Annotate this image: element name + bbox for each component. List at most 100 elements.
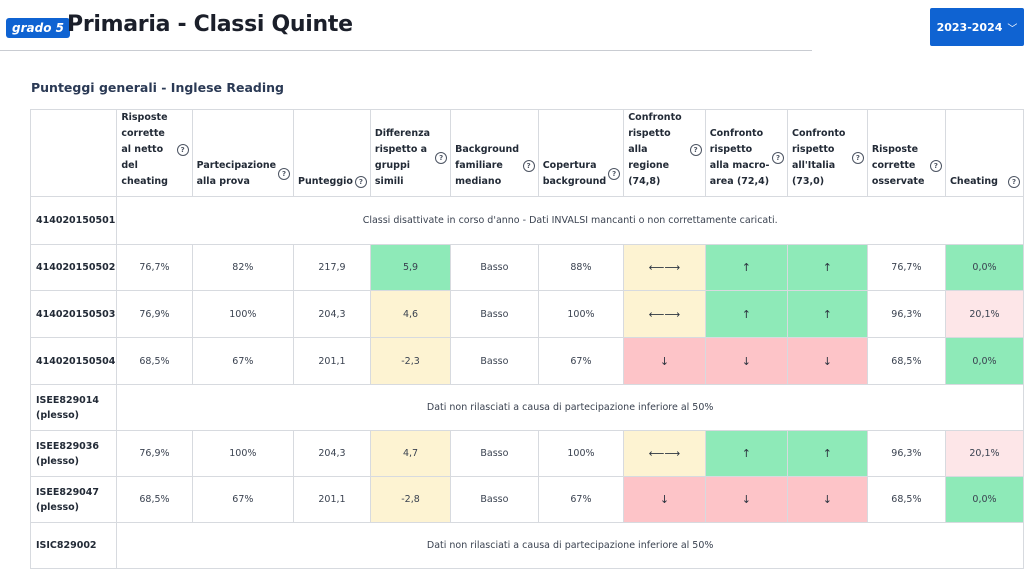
up-arrow-icon: ↑ [704, 290, 788, 338]
table-row: 414020150503 76,9% 100% 204,3 4,6 Basso … [29, 290, 1024, 338]
up-arrow-icon: ↑ [786, 290, 868, 338]
table-row: 414020150501 Classi disattivate in corso… [29, 196, 1024, 245]
row-code: ISEE829014 (plesso) [29, 384, 118, 431]
help-icon[interactable]: ? [1008, 176, 1020, 188]
table-cell: 76,7% [116, 244, 193, 291]
up-arrow-icon: ↑ [786, 244, 868, 291]
table-cell: 4,7 [369, 430, 452, 477]
table-cell: Basso [450, 244, 539, 291]
table-cell: Basso [450, 430, 539, 477]
left-right-arrow-icon: ⟵⟶ [623, 430, 706, 477]
help-icon[interactable]: ? [929, 160, 942, 172]
help-icon[interactable]: ? [771, 152, 784, 164]
table-header-row: Risposte corrette al netto del cheating?… [29, 109, 1024, 197]
up-arrow-icon: ↑ [704, 430, 788, 477]
table-cell: 100% [191, 290, 295, 338]
up-arrow-icon: ↑ [704, 244, 788, 291]
row-message: Classi disattivate in corso d'anno - Dat… [116, 196, 1024, 245]
table-row: ISEE829036 (plesso) 76,9% 100% 204,3 4,7 … [29, 430, 1024, 477]
table-cell: 67% [537, 476, 625, 523]
table-cell: 68,5% [866, 476, 946, 523]
table-cell: 201,1 [293, 476, 371, 523]
help-icon[interactable]: ? [851, 152, 864, 164]
table-cell: 82% [191, 244, 295, 291]
help-icon[interactable]: ? [608, 168, 621, 180]
table-cell: 0,0% [944, 337, 1024, 385]
table-cell: 100% [191, 430, 295, 477]
column-header: Risposte corrette al netto del cheating? [116, 109, 193, 197]
table-row: ISIC829002 Dati non rilasciati a causa d… [29, 522, 1024, 569]
column-header: Background familiare mediano? [450, 109, 539, 197]
row-code: ISEE829047 (plesso) [29, 476, 118, 523]
column-header-code [29, 109, 118, 197]
help-icon[interactable]: ? [176, 144, 189, 156]
table-cell: 88% [537, 244, 625, 291]
help-icon[interactable]: ? [278, 168, 291, 180]
scores-table: Risposte corrette al netto del cheating?… [29, 109, 1024, 569]
table-cell: 4,6 [369, 290, 452, 338]
table-cell: 96,3% [866, 290, 946, 338]
column-header: Differenza rispetto a gruppi simili? [369, 109, 452, 197]
down-arrow-icon: ↓ [786, 476, 868, 523]
table-cell: Basso [450, 337, 539, 385]
column-header: Risposte corrette osservate? [866, 109, 946, 197]
column-header: Confronto rispetto all'Italia (73,0)? [786, 109, 868, 197]
header-divider [0, 50, 812, 51]
left-right-arrow-icon: ⟵⟶ [623, 290, 706, 338]
row-code: 414020150503 [29, 290, 118, 338]
column-header: Confronto rispetto alla regione (74,8)? [623, 109, 706, 197]
row-code: ISIC829002 [29, 522, 118, 569]
help-icon[interactable]: ? [354, 176, 367, 188]
table-cell: 68,5% [116, 476, 193, 523]
column-header: Copertura background? [537, 109, 625, 197]
column-header: Partecipazione alla prova? [191, 109, 295, 197]
down-arrow-icon: ↓ [623, 476, 706, 523]
down-arrow-icon: ↓ [704, 476, 788, 523]
table-cell: 204,3 [293, 430, 371, 477]
column-header: Confronto rispetto alla macro-area (72,4… [704, 109, 788, 197]
down-arrow-icon: ↓ [623, 337, 706, 385]
row-code: 414020150504 [29, 337, 118, 385]
help-icon[interactable]: ? [435, 152, 448, 164]
row-code: 414020150501 [29, 196, 118, 245]
table-cell: 217,9 [293, 244, 371, 291]
table-cell: -2,3 [369, 337, 452, 385]
table-cell: 20,1% [944, 430, 1024, 477]
grade-badge: grado 5 [6, 18, 70, 38]
table-row: 414020150502 76,7% 82% 217,9 5,9 Basso 8… [29, 244, 1024, 291]
column-header: Cheating? [944, 109, 1024, 197]
row-code: 414020150502 [29, 244, 118, 291]
help-icon[interactable]: ? [689, 144, 702, 156]
table-cell: 76,9% [116, 290, 193, 338]
table-cell: 0,0% [944, 244, 1024, 291]
table-cell: 100% [537, 290, 625, 338]
table-cell: 68,5% [866, 337, 946, 385]
row-message: Dati non rilasciati a causa di partecipa… [116, 522, 1024, 569]
table-cell: 100% [537, 430, 625, 477]
table-cell: 67% [191, 337, 295, 385]
table-cell: 67% [191, 476, 295, 523]
year-selector-value: 2023-2024 [936, 20, 1003, 34]
table-cell: Basso [450, 290, 539, 338]
table-cell: 0,0% [944, 476, 1024, 523]
row-message: Dati non rilasciati a causa di partecipa… [116, 384, 1024, 431]
table-row: 414020150504 68,5% 67% 201,1 -2,3 Basso … [29, 337, 1024, 385]
page-header: grado 5 Primaria - Classi Quinte 2023-20… [0, 0, 1024, 60]
table-cell: 201,1 [293, 337, 371, 385]
section-title: Punteggi generali - Inglese Reading [31, 80, 284, 95]
row-code: ISEE829036 (plesso) [29, 430, 118, 477]
table-cell: 204,3 [293, 290, 371, 338]
table-cell: 5,9 [369, 244, 452, 291]
table-row: ISEE829047 (plesso) 68,5% 67% 201,1 -2,8 … [29, 476, 1024, 523]
table-cell: 76,9% [116, 430, 193, 477]
table-cell: -2,8 [369, 476, 452, 523]
year-selector-button[interactable]: 2023-2024 ﹀ [930, 8, 1024, 46]
help-icon[interactable]: ? [522, 160, 535, 172]
down-arrow-icon: ↓ [704, 337, 788, 385]
table-cell: 67% [537, 337, 625, 385]
column-header: Punteggio? [293, 109, 371, 197]
table-cell: 96,3% [866, 430, 946, 477]
table-cell: 20,1% [944, 290, 1024, 338]
page-title: Primaria - Classi Quinte [67, 12, 353, 37]
table-cell: Basso [450, 476, 539, 523]
